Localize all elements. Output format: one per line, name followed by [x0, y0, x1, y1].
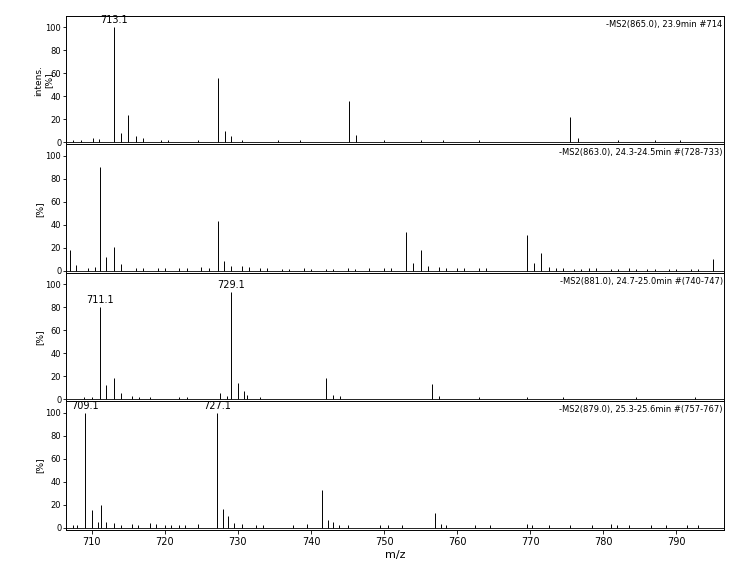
Text: -MS2(879.0), 25.3-25.6min #(757-767): -MS2(879.0), 25.3-25.6min #(757-767)	[559, 405, 723, 415]
Text: 709.1: 709.1	[71, 401, 99, 411]
Text: 713.1: 713.1	[101, 15, 128, 25]
Y-axis label: [%]: [%]	[35, 458, 44, 473]
Y-axis label: [%]: [%]	[35, 201, 44, 216]
Y-axis label: intens.
[%]: intens. [%]	[35, 65, 54, 96]
Y-axis label: [%]: [%]	[35, 329, 44, 345]
Text: -MS2(865.0), 23.9min #714: -MS2(865.0), 23.9min #714	[606, 20, 723, 29]
Text: 729.1: 729.1	[218, 280, 245, 290]
X-axis label: m/z: m/z	[385, 550, 405, 560]
Text: -MS2(863.0), 24.3-24.5min #(728-733): -MS2(863.0), 24.3-24.5min #(728-733)	[559, 148, 723, 158]
Text: 727.1: 727.1	[203, 401, 231, 411]
Text: 711.1: 711.1	[86, 295, 114, 305]
Text: -MS2(881.0), 24.7-25.0min #(740-747): -MS2(881.0), 24.7-25.0min #(740-747)	[559, 277, 723, 286]
